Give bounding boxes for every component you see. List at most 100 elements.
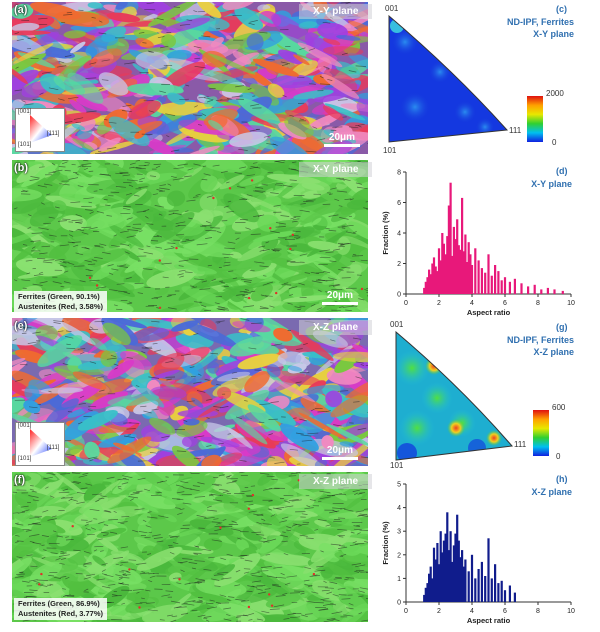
- bar: [423, 287, 426, 294]
- phase-ferrite-b: Ferrites (Green, 90.1%): [18, 292, 100, 301]
- x-tick-label: 0: [404, 608, 408, 615]
- x-tick-label: 4: [470, 300, 474, 307]
- ipf-legend-111-e: [111]: [47, 445, 60, 451]
- aspect-ratio-histogram-xz: 0 2 4 6 8 10 0 1 2 3 4 5 Aspect ratio Fraction (%): [381, 482, 575, 626]
- scale-bar-a-label: 20μm: [328, 132, 356, 143]
- ipf-map-xy: [12, 2, 368, 154]
- ipf-title-g-line2: X-Z plane: [533, 347, 574, 357]
- colorbar-c: [527, 96, 543, 142]
- bar: [452, 545, 455, 602]
- ipf-legend-001-a: [001]: [18, 109, 32, 115]
- scale-bar-b-label: 20μm: [326, 290, 354, 301]
- bar: [497, 583, 500, 602]
- bar: [451, 255, 454, 294]
- bar: [449, 182, 452, 294]
- bar: [424, 587, 427, 602]
- bar: [484, 272, 487, 294]
- colorbar-c-min: 0: [552, 138, 557, 147]
- bar: [446, 512, 449, 602]
- panel-label-c: (c): [556, 4, 567, 14]
- panel-label-d: (d): [556, 166, 568, 176]
- ipf-legend-101-e: [101]: [18, 456, 32, 462]
- bar: [439, 260, 442, 294]
- bar: [490, 578, 493, 602]
- panel-label-a: (a): [14, 4, 28, 16]
- phase-ferrite-f: Ferrites (Green, 86.9%): [18, 599, 100, 608]
- x-tick-label: 8: [536, 608, 540, 615]
- y-axis-label: Fraction (%): [381, 211, 390, 255]
- scale-bar-e: 20μm: [322, 445, 358, 460]
- bar: [449, 531, 452, 602]
- panel-label-f: (f): [14, 474, 25, 486]
- bar: [503, 277, 507, 294]
- phase-fraction-box-b: Ferrites (Green, 90.1%) Austenites (Red,…: [14, 291, 108, 313]
- ipf-color-legend-e: [001] [111] [101]: [15, 422, 65, 466]
- bar: [452, 226, 455, 294]
- bar: [466, 262, 469, 294]
- colorbar-g: [533, 410, 549, 456]
- bar: [424, 281, 427, 294]
- bar: [442, 243, 445, 294]
- bar: [442, 540, 445, 602]
- x-tick-label: 10: [567, 300, 575, 307]
- y-tick-label: 3: [397, 529, 401, 536]
- bar: [561, 290, 564, 294]
- y-tick-label: 8: [397, 170, 401, 177]
- bar: [513, 592, 516, 602]
- bar: [429, 566, 432, 602]
- ipf-corner-111-g: 111: [514, 440, 527, 449]
- bar: [500, 580, 503, 602]
- bar: [467, 571, 470, 602]
- bar: [503, 590, 507, 602]
- ipf-color-legend-a: [001] [111] [101]: [15, 108, 65, 152]
- scale-bar-e-label: 20μm: [326, 445, 354, 456]
- ipf-legend-111-a: [111]: [47, 131, 60, 137]
- x-tick-label: 2: [437, 608, 441, 615]
- x-tick-label: 8: [536, 300, 540, 307]
- y-axis-label: Fraction (%): [381, 521, 390, 565]
- scale-bar-a: 20μm: [324, 132, 360, 147]
- ipf-title-c-line1: ND-IPF, Ferrites: [506, 17, 574, 27]
- bar: [461, 197, 464, 294]
- ipf-title-g-line1: ND-IPF, Ferrites: [506, 335, 574, 345]
- plane-tag-f: X-Z plane: [299, 474, 373, 489]
- bar: [436, 271, 439, 294]
- bar: [490, 275, 493, 294]
- bar: [434, 266, 437, 294]
- y-tick-label: 2: [397, 552, 401, 559]
- ipf-map-xz-image: [12, 318, 368, 466]
- bar: [459, 557, 462, 602]
- bar: [456, 219, 459, 294]
- bar: [436, 543, 439, 602]
- bar: [470, 554, 474, 602]
- bar: [497, 271, 500, 294]
- x-tick-label: 4: [470, 608, 474, 615]
- bar: [546, 287, 549, 294]
- bar: [474, 248, 477, 295]
- bar: [428, 573, 431, 602]
- bar: [441, 233, 444, 294]
- bar: [456, 514, 459, 602]
- y-tick-label: 5: [397, 482, 401, 489]
- bar: [540, 289, 543, 294]
- bar: [444, 254, 447, 294]
- bar: [464, 234, 467, 294]
- ipf-corner-001-c: 001: [385, 4, 399, 13]
- bar: [431, 263, 434, 294]
- y-tick-label: 2: [397, 261, 401, 268]
- bar: [461, 550, 464, 602]
- bar: [487, 254, 490, 294]
- bar: [426, 583, 429, 602]
- ipf-density-triangle-c: [388, 14, 509, 143]
- bar: [454, 533, 457, 602]
- panel-label-b: (b): [14, 162, 29, 174]
- bar: [462, 251, 465, 294]
- chart-title-h: X-Z plane: [531, 487, 572, 497]
- ipf-title-g: ND-IPF, Ferrites X-Z plane: [490, 334, 574, 358]
- bar: [500, 280, 503, 294]
- bar: [437, 564, 441, 602]
- bar: [444, 533, 447, 602]
- bar: [432, 257, 436, 294]
- bar: [429, 274, 432, 294]
- phase-map-xy: [12, 160, 368, 312]
